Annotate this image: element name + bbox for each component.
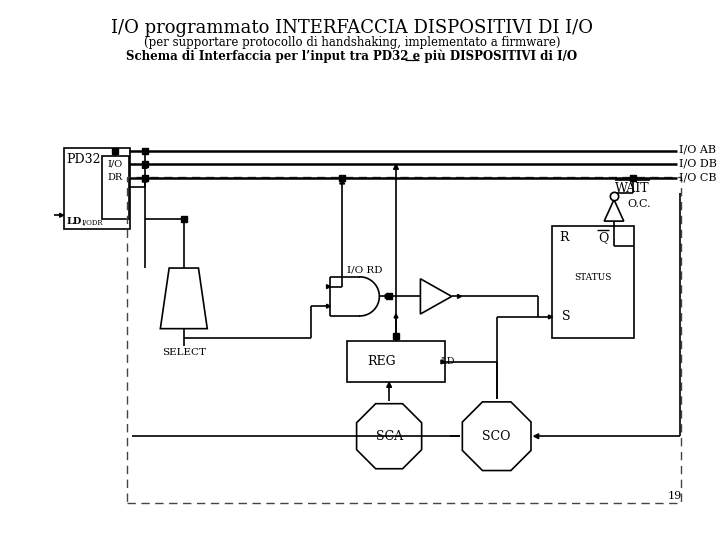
Text: I/O: I/O bbox=[108, 159, 123, 168]
Text: REG: REG bbox=[367, 355, 395, 368]
Text: I/O AB: I/O AB bbox=[678, 145, 716, 155]
Text: SCA: SCA bbox=[376, 430, 402, 443]
Polygon shape bbox=[420, 279, 451, 314]
Polygon shape bbox=[385, 294, 389, 299]
Polygon shape bbox=[534, 434, 539, 438]
Polygon shape bbox=[340, 179, 345, 184]
Text: WAIT: WAIT bbox=[616, 182, 650, 195]
Bar bbox=[102, 156, 129, 219]
Text: S: S bbox=[562, 310, 570, 323]
Text: O.C.: O.C. bbox=[628, 199, 652, 210]
Text: (per supportare protocollo di handshaking, implementato a firmware): (per supportare protocollo di handshakin… bbox=[144, 36, 560, 49]
Bar bbox=[347, 341, 445, 382]
Polygon shape bbox=[441, 360, 445, 364]
Bar bbox=[63, 148, 130, 229]
Text: LD: LD bbox=[440, 357, 454, 367]
Polygon shape bbox=[60, 213, 63, 217]
Text: LD: LD bbox=[66, 217, 82, 226]
Polygon shape bbox=[327, 285, 330, 288]
Text: I/O CB: I/O CB bbox=[678, 172, 716, 182]
Text: SELECT: SELECT bbox=[162, 348, 206, 357]
Text: I/O DB: I/O DB bbox=[678, 158, 716, 168]
Polygon shape bbox=[394, 314, 398, 318]
Bar bbox=[552, 226, 634, 339]
Text: STATUS: STATUS bbox=[575, 273, 612, 282]
Text: 19: 19 bbox=[667, 491, 681, 501]
Text: Q: Q bbox=[598, 231, 608, 244]
Text: Schema di Interfaccia per l’input tra PD32 e più DISPOSITIVI di I/O: Schema di Interfaccia per l’input tra PD… bbox=[127, 49, 577, 63]
Text: PD32: PD32 bbox=[66, 153, 100, 166]
Polygon shape bbox=[387, 382, 392, 387]
Text: I/ODR: I/ODR bbox=[81, 219, 103, 227]
Text: SCO: SCO bbox=[482, 430, 511, 443]
Polygon shape bbox=[356, 404, 422, 469]
Polygon shape bbox=[462, 402, 531, 470]
Polygon shape bbox=[143, 177, 147, 182]
Text: I/O programmato INTERFACCIA DISPOSITIVI DI I/O: I/O programmato INTERFACCIA DISPOSITIVI … bbox=[111, 19, 593, 37]
Text: R: R bbox=[559, 231, 569, 244]
Polygon shape bbox=[549, 315, 552, 319]
Text: I/O RD: I/O RD bbox=[347, 265, 382, 274]
Polygon shape bbox=[327, 304, 330, 308]
Polygon shape bbox=[161, 268, 207, 329]
Text: DR: DR bbox=[108, 173, 123, 182]
Polygon shape bbox=[143, 164, 147, 168]
Polygon shape bbox=[458, 294, 462, 299]
Bar bbox=[127, 177, 681, 503]
Polygon shape bbox=[604, 200, 624, 221]
Polygon shape bbox=[394, 164, 398, 170]
